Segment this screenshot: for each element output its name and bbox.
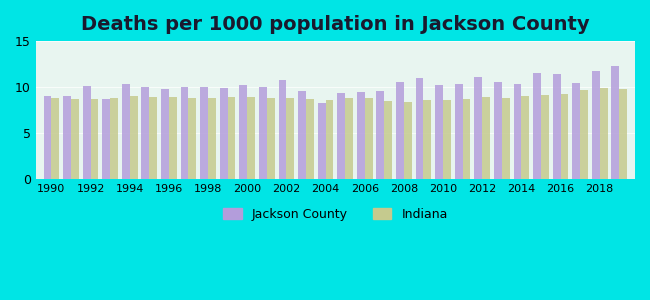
Bar xyxy=(150,98,157,179)
Bar xyxy=(384,101,392,179)
Bar xyxy=(376,91,384,179)
Bar xyxy=(600,88,608,179)
Bar xyxy=(436,85,443,179)
Bar xyxy=(90,99,98,179)
Bar xyxy=(573,82,580,179)
Bar xyxy=(306,99,314,179)
Bar xyxy=(592,70,600,179)
Bar xyxy=(130,97,138,179)
Bar xyxy=(227,98,235,179)
Bar xyxy=(208,98,216,179)
Bar xyxy=(396,82,404,179)
Bar xyxy=(239,85,247,179)
Bar xyxy=(474,77,482,179)
Bar xyxy=(287,98,294,179)
Bar xyxy=(51,98,59,179)
Bar xyxy=(541,94,549,179)
Legend: Jackson County, Indiana: Jackson County, Indiana xyxy=(218,203,453,226)
Bar xyxy=(188,98,196,179)
Bar xyxy=(521,97,529,179)
Bar xyxy=(502,98,510,179)
Bar xyxy=(345,98,353,179)
Bar xyxy=(63,95,71,179)
Bar xyxy=(533,74,541,179)
Bar xyxy=(337,93,345,179)
Bar xyxy=(424,100,432,179)
Bar xyxy=(220,88,228,179)
Bar xyxy=(161,89,169,179)
Bar xyxy=(181,87,188,179)
Bar xyxy=(357,92,365,179)
Bar xyxy=(298,91,306,179)
Bar xyxy=(318,103,326,179)
Bar xyxy=(266,98,275,179)
Bar xyxy=(326,100,333,179)
Bar xyxy=(200,87,208,179)
Bar xyxy=(365,98,372,179)
Bar xyxy=(443,100,451,179)
Bar xyxy=(102,99,110,179)
Bar xyxy=(455,85,463,179)
Bar xyxy=(44,95,51,179)
Bar xyxy=(259,87,266,179)
Bar xyxy=(110,98,118,179)
Bar xyxy=(612,66,619,179)
Bar xyxy=(142,87,150,179)
Bar xyxy=(415,78,424,179)
Bar xyxy=(482,98,490,179)
Bar xyxy=(494,82,502,179)
Bar xyxy=(83,86,90,179)
Bar xyxy=(122,83,130,179)
Bar xyxy=(169,98,177,179)
Bar xyxy=(560,94,568,179)
Bar xyxy=(71,99,79,179)
Bar xyxy=(463,99,471,179)
Bar xyxy=(514,85,521,179)
Bar xyxy=(552,74,560,179)
Title: Deaths per 1000 population in Jackson County: Deaths per 1000 population in Jackson Co… xyxy=(81,15,590,34)
Bar xyxy=(580,90,588,179)
Bar xyxy=(247,98,255,179)
Bar xyxy=(279,80,287,179)
Bar xyxy=(619,89,627,179)
Bar xyxy=(404,102,411,179)
